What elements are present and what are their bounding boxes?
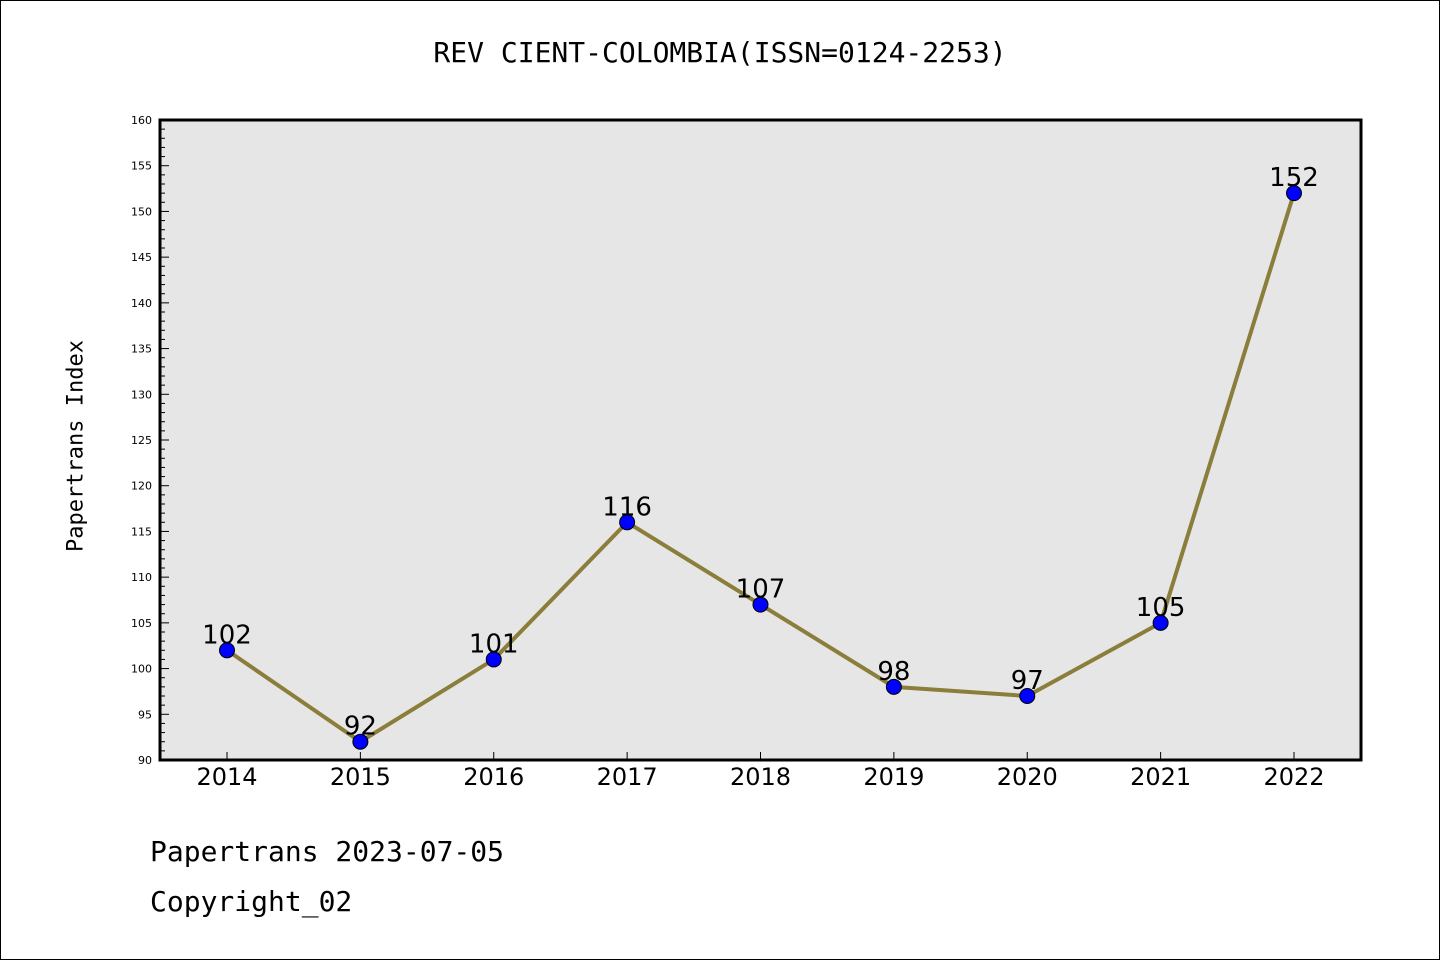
data-label: 105 xyxy=(1136,593,1186,623)
y-tick-label: 105 xyxy=(131,617,152,630)
x-tick-label: 2021 xyxy=(1130,763,1191,791)
footer-date: Papertrans 2023-07-05 xyxy=(150,835,505,868)
y-tick-label: 135 xyxy=(131,343,152,356)
y-tick-label: 155 xyxy=(131,160,152,173)
x-tick-label: 2016 xyxy=(463,763,524,791)
x-tick-label: 2015 xyxy=(330,763,391,791)
y-tick-label: 95 xyxy=(138,708,152,721)
y-tick-label: 115 xyxy=(131,525,152,538)
x-tick-label: 2014 xyxy=(196,763,257,791)
plot-area xyxy=(160,120,1361,760)
data-point xyxy=(1019,688,1036,704)
y-tick-label: 110 xyxy=(131,571,152,584)
y-tick-label: 145 xyxy=(131,251,152,264)
chart-title: REV CIENT-COLOMBIA(ISSN=0124-2253) xyxy=(433,36,1007,69)
data-point xyxy=(1152,614,1169,631)
series-markers xyxy=(219,185,1302,750)
data-point xyxy=(885,678,902,695)
y-tick-label: 120 xyxy=(131,480,152,493)
data-label: 98 xyxy=(877,657,910,687)
data-label: 102 xyxy=(202,620,252,650)
y-tick-label: 150 xyxy=(131,205,152,218)
x-tick-label: 2020 xyxy=(997,763,1058,791)
data-labels: 102 92 101 116 107 98 97 105 152 xyxy=(202,163,1319,742)
data-label: 101 xyxy=(469,629,519,659)
y-tick-label: 100 xyxy=(131,663,152,676)
data-label: 107 xyxy=(736,575,786,605)
x-tick-label: 2022 xyxy=(1263,763,1324,791)
data-label: 97 xyxy=(1011,666,1044,696)
data-label: 116 xyxy=(602,492,652,522)
plot-border xyxy=(158,118,1363,762)
data-point xyxy=(219,642,235,659)
data-label: 92 xyxy=(344,712,377,742)
data-point xyxy=(485,651,502,668)
x-tick-label: 2017 xyxy=(597,763,658,791)
y-tick-label: 160 xyxy=(131,114,152,127)
y-tick-label: 130 xyxy=(131,388,152,401)
data-label: 152 xyxy=(1269,163,1319,193)
x-axis: 2014 2015 2016 2017 2018 2019 2020 2021 2022 xyxy=(196,752,1325,791)
data-point xyxy=(352,733,369,750)
y-tick-label: 125 xyxy=(131,434,152,447)
data-point xyxy=(1286,185,1302,202)
y-tick-label: 140 xyxy=(131,297,152,310)
x-tick-label: 2019 xyxy=(863,763,924,791)
footer-copyright: Copyright_02 xyxy=(150,885,353,918)
data-point xyxy=(752,596,769,613)
x-tick-label: 2018 xyxy=(730,763,791,791)
data-point xyxy=(619,514,636,531)
y-tick-label: 90 xyxy=(138,754,152,767)
